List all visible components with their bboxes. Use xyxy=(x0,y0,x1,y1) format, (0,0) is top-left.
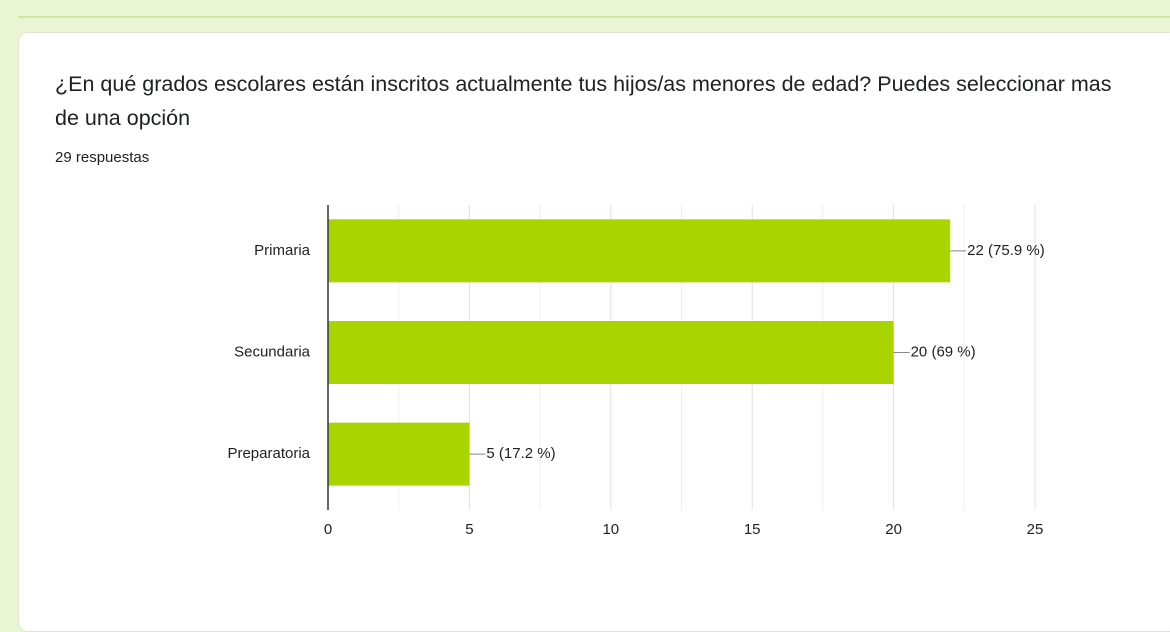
x-tick-label: 5 xyxy=(465,521,473,538)
page: {"chart_data": {"type": "bar", "orientat… xyxy=(18,16,1170,632)
bar xyxy=(328,321,894,384)
bar xyxy=(328,219,951,283)
x-tick-label: 20 xyxy=(885,521,902,538)
top-line xyxy=(18,16,1170,18)
chart: 0 5 10 15 20 25 Primaria 22 (75.9 %) Secundaria 2… xyxy=(227,205,1045,538)
x-tick-label: 10 xyxy=(602,521,619,538)
data-label: 20 (69 %) xyxy=(911,343,976,360)
chart-title: ¿En qué grados escolares están inscritos… xyxy=(55,72,1112,130)
x-tick-label: 0 xyxy=(324,521,332,538)
y-tick-label: Secundaria xyxy=(234,343,311,360)
data-label: 22 (75.9 %) xyxy=(967,242,1045,259)
response-count: 29 respuestas xyxy=(55,149,150,166)
y-tick-label: Preparatoria xyxy=(227,445,310,462)
y-tick-label: Primaria xyxy=(254,242,310,259)
x-tick-label: 15 xyxy=(744,521,761,538)
data-label: 5 (17.2 %) xyxy=(486,445,555,462)
x-tick-label: 25 xyxy=(1027,521,1044,538)
bar xyxy=(328,422,470,486)
